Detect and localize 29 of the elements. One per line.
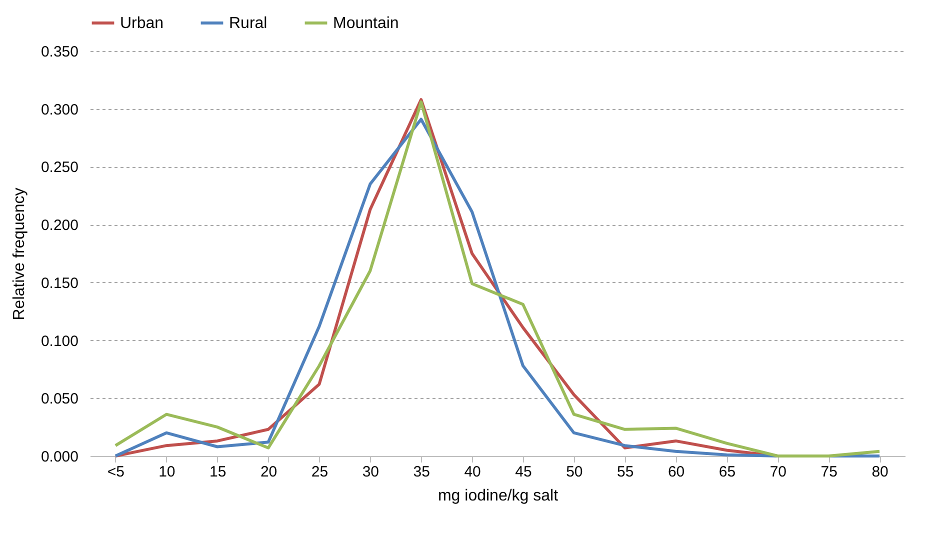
x-tick-label: 35 [413, 464, 430, 480]
x-tick-label: 60 [668, 464, 685, 480]
x-tick-label: 45 [515, 464, 532, 480]
y-tick-label: 0.250 [40, 159, 78, 176]
x-tick-label: 80 [872, 464, 888, 480]
y-tick-label: 0.200 [40, 217, 78, 234]
x-tick-label: 20 [260, 464, 278, 480]
x-tick-label: 30 [362, 464, 379, 480]
y-tick-label: 0.150 [40, 274, 78, 292]
x-tick-label: 10 [158, 464, 176, 480]
y-axis-title: Relative frequency [10, 188, 28, 320]
x-tick-label: <5 [107, 464, 125, 480]
legend-label: Mountain [333, 15, 399, 32]
y-tick-label: 0.050 [40, 390, 78, 408]
y-tick-label: 0.350 [40, 44, 78, 60]
x-tick-label: 55 [617, 464, 634, 480]
x-tick-label: 75 [820, 464, 838, 480]
x-tick-label: 40 [464, 464, 481, 480]
x-tick-label: 50 [566, 464, 583, 480]
x-tick-label: 65 [718, 464, 736, 480]
x-axis-title: mg iodine/kg salt [438, 488, 559, 504]
x-tick-label: 70 [770, 464, 786, 480]
x-tick-label: 15 [210, 464, 226, 480]
y-tick-label: 0.300 [40, 101, 78, 118]
y-tick-label: 0.000 [40, 448, 78, 466]
legend-label: Urban [120, 15, 164, 32]
legend-label: Rural [229, 15, 268, 32]
y-tick-label: 0.100 [40, 332, 78, 350]
x-tick-label: 25 [311, 464, 328, 480]
